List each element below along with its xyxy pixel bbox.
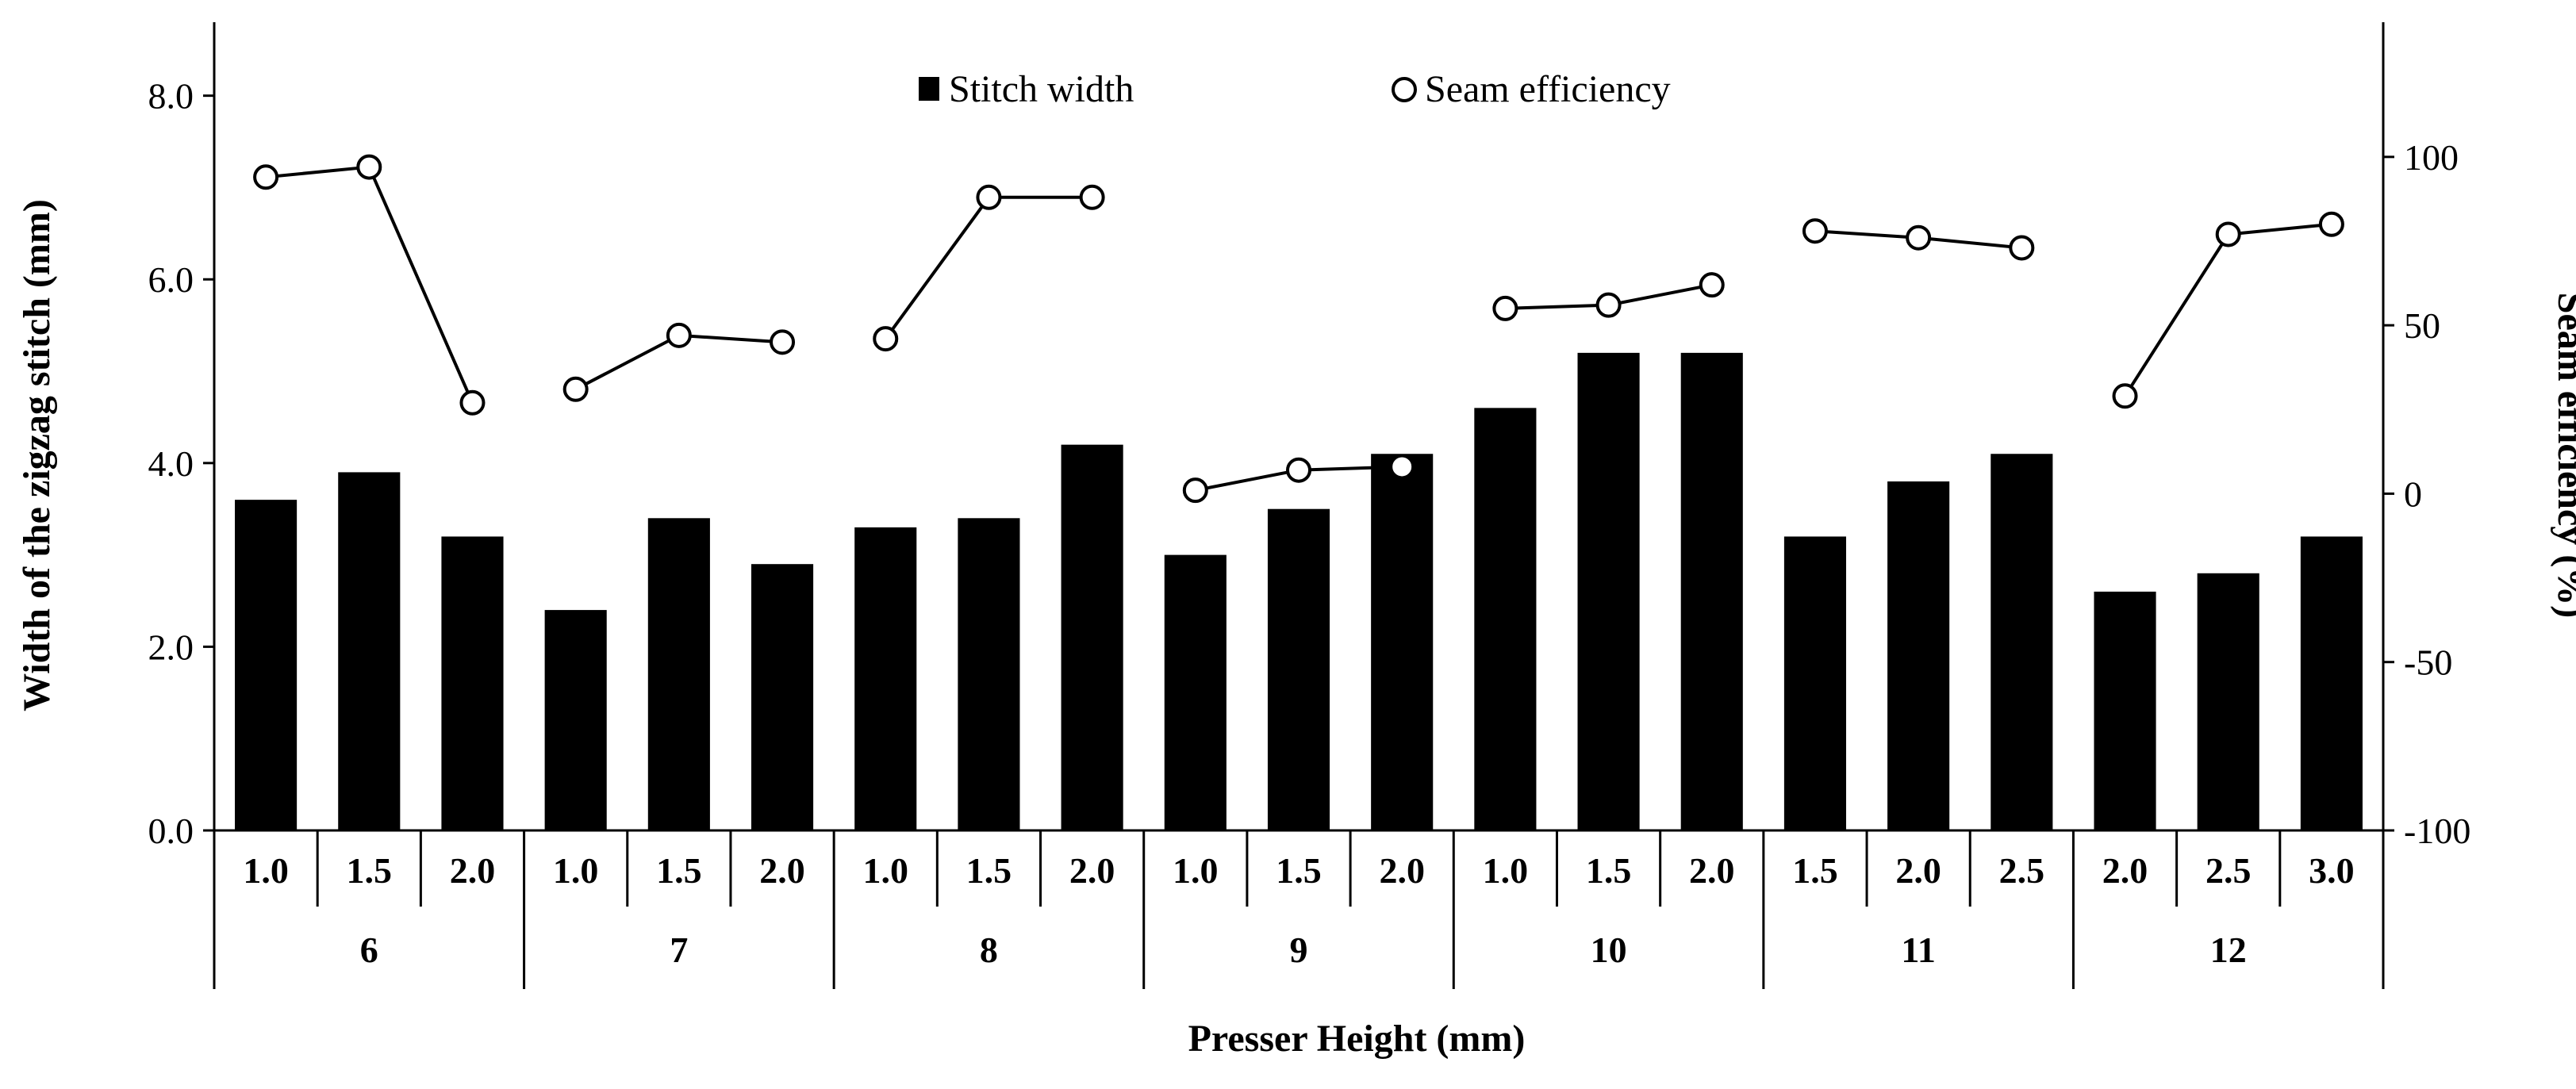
legend-bar-swatch bbox=[919, 77, 939, 101]
y2-tick-label: -50 bbox=[2404, 642, 2452, 683]
seam-efficiency-point bbox=[770, 329, 796, 355]
x-subcategory-label: 2.0 bbox=[2102, 850, 2148, 891]
seam-efficiency-point bbox=[253, 164, 279, 190]
seam-efficiency-point bbox=[976, 184, 1002, 210]
stitch-width-bar bbox=[2094, 591, 2156, 830]
seam-efficiency-point bbox=[1595, 292, 1622, 318]
stitch-width-bar bbox=[1371, 454, 1434, 830]
stitch-width-bar bbox=[441, 536, 504, 830]
seam-efficiency-line-segment bbox=[884, 195, 1092, 340]
legend: Stitch width Seam efficiency bbox=[919, 68, 1671, 110]
x-subcategory-label: 1.5 bbox=[1276, 850, 1322, 891]
seam-efficiency-point bbox=[1699, 272, 1725, 298]
stitch-width-bar bbox=[235, 500, 298, 830]
stitch-width-bar bbox=[544, 610, 607, 830]
legend-circle-swatch bbox=[1392, 77, 1417, 102]
stitch-width-bar bbox=[1887, 481, 1950, 830]
y2-tick-label: 0 bbox=[2404, 474, 2422, 514]
x-subcategory-label: 1.5 bbox=[347, 850, 393, 891]
seam-efficiency-point bbox=[1286, 457, 1311, 483]
y-tick-label: 0.0 bbox=[148, 811, 194, 851]
seam-efficiency-point bbox=[2009, 235, 2035, 261]
y-tick-label: 8.0 bbox=[148, 76, 194, 117]
x-subcategory-label: 2.0 bbox=[1379, 850, 1425, 891]
y2-tick-label: 50 bbox=[2404, 305, 2440, 346]
seam-efficiency-point bbox=[459, 389, 486, 416]
x-group-label: 12 bbox=[2210, 930, 2247, 970]
seam-efficiency-markers bbox=[253, 154, 2344, 504]
seam-efficiency-lines bbox=[265, 165, 2332, 493]
stitch-width-bar bbox=[1680, 352, 1743, 830]
plot-frame bbox=[213, 22, 2385, 989]
x-subcategory-label: 1.0 bbox=[1483, 850, 1529, 891]
stitch-width-bar bbox=[338, 472, 401, 830]
stitch-width-bar bbox=[1267, 508, 1330, 830]
x-group-label: 6 bbox=[360, 930, 378, 970]
y-axis-left: 0.0 2.0 4.0 6.0 8.0 bbox=[148, 76, 214, 851]
stitch-width-bar bbox=[1474, 408, 1537, 830]
stitch-width-bar bbox=[647, 518, 710, 830]
seam-efficiency-point bbox=[1079, 184, 1105, 210]
y-axis-title: Width of the zigzag stitch (mm) bbox=[16, 199, 58, 711]
x-subcategory-label: 2.0 bbox=[1069, 850, 1115, 891]
y2-tick-label: -100 bbox=[2404, 811, 2470, 851]
seam-efficiency-point bbox=[1802, 218, 1828, 244]
stitch-width-bar bbox=[854, 527, 917, 830]
x-axis-categories: 1.0 1.5 2.0 6 1.0 1.5 2.0 7 1.0 1.5 2.0 8 1.0 1.5 2.0 9… bbox=[243, 830, 2355, 989]
stitch-width-bar bbox=[2300, 536, 2363, 830]
x-subcategory-label: 2.0 bbox=[759, 850, 805, 891]
seam-efficiency-point bbox=[2112, 383, 2138, 409]
x-group-label: 11 bbox=[1901, 930, 1935, 970]
x-group-label: 10 bbox=[1591, 930, 1627, 970]
seam-efficiency-point bbox=[562, 376, 589, 402]
x-group-label: 8 bbox=[980, 930, 998, 970]
x-axis-title: Presser Height (mm) bbox=[1188, 1018, 1526, 1060]
x-subcategory-label: 1.5 bbox=[656, 850, 702, 891]
stitch-width-bar bbox=[2197, 573, 2259, 830]
seam-efficiency-point bbox=[356, 154, 382, 180]
seam-efficiency-point bbox=[1389, 454, 1415, 480]
stitch-width-bar bbox=[751, 564, 814, 830]
x-subcategory-label: 1.5 bbox=[1792, 850, 1838, 891]
y-tick-label: 4.0 bbox=[148, 443, 194, 484]
x-subcategory-label: 3.0 bbox=[2309, 850, 2355, 891]
y-axis-right: -100 -50 0 50 100 bbox=[2383, 137, 2470, 851]
legend-label-seam-efficiency: Seam efficiency bbox=[1425, 68, 1671, 110]
x-subcategory-label: 1.5 bbox=[1586, 850, 1632, 891]
y-tick-label: 2.0 bbox=[148, 627, 194, 667]
stitch-width-bar bbox=[1783, 536, 1847, 830]
seam-efficiency-point bbox=[1492, 295, 1518, 321]
seam-efficiency-line-segment bbox=[2123, 222, 2332, 397]
stitch-width-bar bbox=[1164, 554, 1227, 830]
seam-efficiency-point bbox=[2318, 211, 2344, 237]
seam-efficiency-line-segment bbox=[265, 165, 474, 404]
x-group-label: 7 bbox=[670, 930, 688, 970]
x-subcategory-label: 2.5 bbox=[1999, 850, 2045, 891]
x-subcategory-label: 2.5 bbox=[2206, 850, 2252, 891]
x-subcategory-label: 2.0 bbox=[1895, 850, 1941, 891]
stitch-width-bar bbox=[1577, 352, 1640, 830]
x-subcategory-label: 1.5 bbox=[966, 850, 1012, 891]
seam-efficiency-point bbox=[666, 322, 692, 348]
legend-label-stitch-width: Stitch width bbox=[949, 68, 1134, 110]
x-subcategory-label: 1.0 bbox=[1173, 850, 1219, 891]
y2-axis-title: Seam efficiency (%) bbox=[2550, 293, 2576, 619]
stitch-width-bar bbox=[1061, 444, 1123, 830]
y2-tick-label: 100 bbox=[2404, 137, 2459, 178]
stitch-width-bar bbox=[1991, 454, 2053, 830]
x-subcategory-label: 2.0 bbox=[450, 850, 496, 891]
stitch-width-bar bbox=[958, 518, 1020, 830]
x-subcategory-label: 1.0 bbox=[553, 850, 599, 891]
x-group-label: 9 bbox=[1290, 930, 1308, 970]
x-subcategory-label: 1.0 bbox=[862, 850, 908, 891]
seam-efficiency-point bbox=[1906, 224, 1932, 251]
y-tick-label: 6.0 bbox=[148, 259, 194, 300]
seam-efficiency-point bbox=[2215, 221, 2241, 247]
seam-efficiency-point bbox=[873, 326, 899, 352]
seam-efficiency-point bbox=[1182, 477, 1208, 504]
stitch-width-bars bbox=[235, 352, 2363, 830]
x-subcategory-label: 1.0 bbox=[243, 850, 289, 891]
x-subcategory-label: 2.0 bbox=[1689, 850, 1735, 891]
